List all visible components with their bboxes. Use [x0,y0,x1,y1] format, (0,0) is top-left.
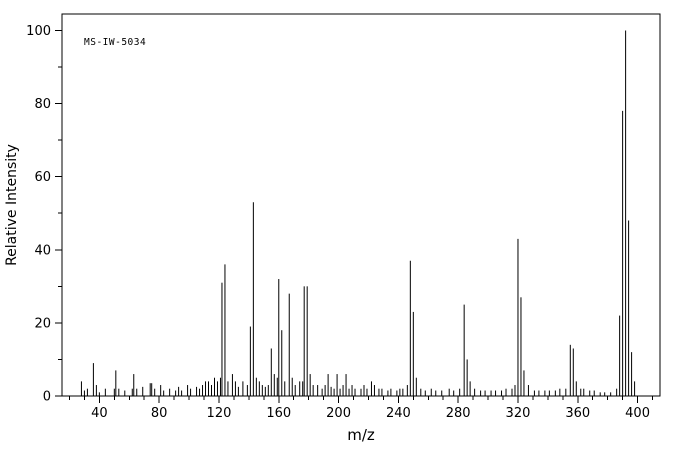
y-tick-label: 80 [34,97,51,112]
y-axis-tick-labels: 0 20 40 60 80 100 [26,24,51,405]
y-tick-label: 60 [34,170,51,185]
x-tick-label: 320 [506,406,531,421]
plot-frame [61,13,661,397]
x-tick-label: 400 [625,406,650,421]
y-axis-title: Relative Intensity [4,144,20,266]
y-tick-label: 100 [26,24,51,39]
x-tick-label: 160 [266,406,291,421]
x-axis-title: m/z [347,426,375,444]
y-tick-label: 0 [43,390,51,405]
x-tick-label: 360 [565,406,590,421]
y-axis-ticks [55,29,62,397]
spectrum-id-label: MS-IW-5034 [84,37,146,48]
spectrum-peaks [80,30,636,396]
x-tick-label: 200 [326,406,351,421]
x-axis-ticks [68,396,654,403]
x-tick-label: 240 [386,406,411,421]
x-tick-label: 120 [207,406,232,421]
x-tick-label: 40 [91,406,108,421]
y-tick-label: 40 [34,243,51,258]
y-tick-label: 20 [34,316,51,331]
x-tick-label: 280 [446,406,471,421]
x-tick-label: 80 [151,406,168,421]
x-axis-tick-labels: 40 80 120 160 200 240 280 320 360 400 [91,406,650,421]
